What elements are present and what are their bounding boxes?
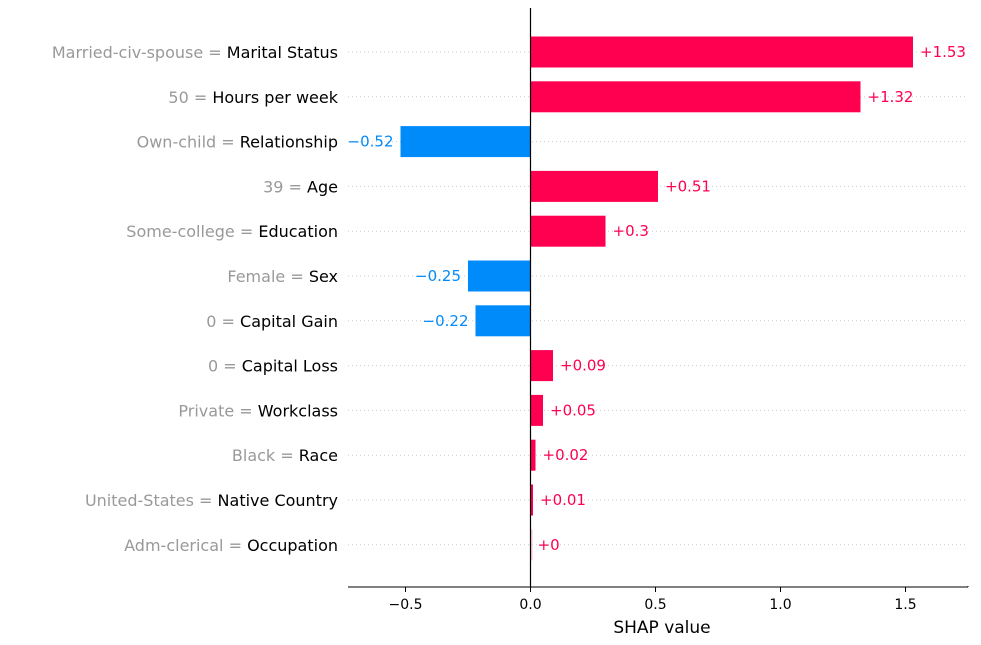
equals-sign: = — [218, 357, 242, 376]
data-label: −0.25 — [415, 267, 461, 285]
feature-label: Some-college = Education — [126, 222, 338, 241]
feature-value: 0 — [208, 357, 218, 376]
feature-label: Own-child = Relationship — [137, 133, 338, 152]
feature-labels: Married-civ-spouse = Marital Status 50 = … — [52, 43, 339, 555]
x-tick-label: 0.0 — [519, 597, 541, 613]
data-label: +0.3 — [613, 222, 649, 240]
x-axis-title: SHAP value — [613, 618, 710, 638]
feature-name: Race — [299, 446, 338, 465]
feature-label: 0 = Capital Loss — [208, 357, 338, 376]
feature-value: Own-child — [137, 133, 217, 152]
row-guides — [348, 51, 968, 546]
feature-label: 39 = Age — [263, 177, 338, 196]
bar — [530, 350, 553, 382]
feature-value: 0 — [206, 312, 216, 331]
data-label: −0.22 — [423, 312, 469, 330]
data-label: +1.32 — [868, 88, 914, 106]
bar — [530, 529, 533, 561]
feature-name: Native Country — [218, 491, 338, 510]
feature-value: Female — [227, 267, 285, 286]
equals-sign: = — [189, 88, 213, 107]
bar — [530, 215, 606, 247]
bar — [530, 170, 658, 202]
feature-name: Hours per week — [212, 88, 338, 107]
feature-value: United-States — [85, 491, 194, 510]
x-tick-label: 1.0 — [769, 597, 791, 613]
feature-label: Adm-clerical = Occupation — [124, 536, 338, 555]
equals-sign: = — [235, 222, 259, 241]
feature-label: Black = Race — [232, 446, 338, 465]
data-label: +0 — [538, 536, 560, 554]
data-label: −0.52 — [348, 133, 394, 151]
feature-name: Workclass — [258, 401, 338, 420]
bar — [530, 439, 536, 471]
feature-value: Private — [178, 401, 234, 420]
bar — [530, 394, 543, 426]
equals-sign: = — [223, 536, 247, 555]
feature-label: 0 = Capital Gain — [206, 312, 338, 331]
x-tick-label: −0.5 — [389, 597, 423, 613]
bar — [530, 36, 913, 68]
data-label: +0.51 — [665, 177, 711, 195]
feature-name: Capital Gain — [240, 312, 338, 331]
feature-value: Married-civ-spouse — [52, 43, 203, 62]
feature-label: Female = Sex — [227, 267, 338, 286]
feature-name: Age — [307, 177, 338, 196]
data-label: +0.02 — [543, 446, 589, 464]
feature-name: Relationship — [240, 133, 338, 152]
data-label: +1.53 — [920, 43, 966, 61]
bar — [530, 81, 861, 113]
equals-sign: = — [194, 491, 218, 510]
data-label: +0.01 — [540, 491, 586, 509]
equals-sign: = — [275, 446, 299, 465]
data-labels: +1.53 +1.32 −0.52 +0.51 +0.3 −0.25 −0.22 +0.09 +… — [348, 43, 966, 554]
bar — [400, 126, 531, 158]
feature-label: Private = Workclass — [178, 401, 338, 420]
feature-label: United-States = Native Country — [85, 491, 338, 510]
feature-value: Black — [232, 446, 276, 465]
feature-value: Some-college — [126, 222, 234, 241]
feature-label: 50 = Hours per week — [168, 88, 338, 107]
equals-sign: = — [234, 401, 258, 420]
equals-sign: = — [216, 133, 240, 152]
equals-sign: = — [216, 312, 240, 331]
data-label: +0.09 — [560, 357, 606, 375]
feature-name: Occupation — [247, 536, 338, 555]
bar — [530, 484, 533, 516]
feature-value: Adm-clerical — [124, 536, 223, 555]
x-axis: −0.5 0.0 0.5 1.0 1.5 — [348, 586, 969, 613]
x-tick-label: 0.5 — [644, 597, 666, 613]
equals-sign: = — [283, 177, 307, 196]
bars — [400, 36, 913, 561]
bar — [468, 260, 531, 292]
equals-sign: = — [203, 43, 227, 62]
bar — [475, 305, 531, 337]
feature-name: Marital Status — [227, 43, 338, 62]
feature-label: Married-civ-spouse = Marital Status — [52, 43, 338, 62]
feature-value: 39 — [263, 177, 283, 196]
feature-name: Education — [258, 222, 338, 241]
feature-value: 50 — [168, 88, 188, 107]
equals-sign: = — [285, 267, 309, 286]
feature-name: Sex — [309, 267, 338, 286]
feature-name: Capital Loss — [242, 357, 338, 376]
data-label: +0.05 — [550, 401, 596, 419]
x-tick-label: 1.5 — [894, 597, 916, 613]
